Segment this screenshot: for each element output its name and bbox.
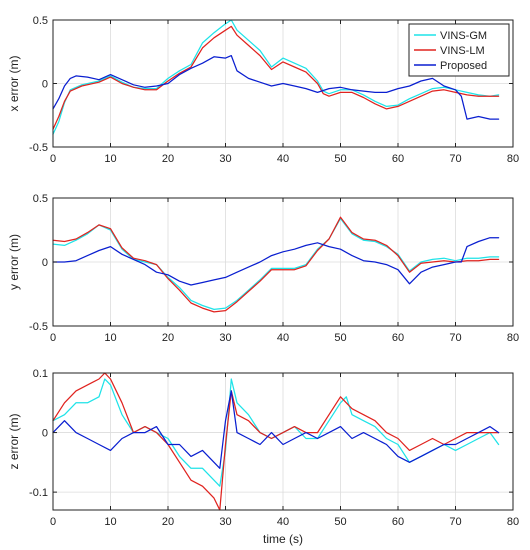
x-tick-label: 60 (392, 516, 404, 528)
series-line-proposed (52, 237, 500, 286)
y-tick-label: 0.5 (33, 193, 48, 205)
y-tick-label: 0.5 (33, 15, 48, 27)
x-tick-label: 70 (449, 332, 461, 344)
y-tick-label: 0 (42, 79, 48, 91)
legend: VINS-GM VINS-LM Proposed (408, 23, 510, 77)
legend-label-proposed: Proposed (440, 60, 487, 72)
y-tick-label: 0.1 (33, 368, 48, 380)
x-tick-label: 70 (449, 516, 461, 528)
panel-3: 0 10 20 30 40 50 60 70 80 -0.1 0 0.1 z error (m) time… (7, 368, 519, 546)
y-tick-label: -0.1 (29, 487, 48, 499)
y-tick-label: 0 (42, 428, 48, 440)
x-tick-label: 50 (334, 516, 346, 528)
series-line-vins-lm (52, 25, 500, 130)
x-tick-label: 20 (162, 516, 174, 528)
y-axis-label: x error (m) (7, 56, 21, 112)
x-tick-label: 30 (219, 153, 231, 165)
x-tick-label: 40 (277, 516, 289, 528)
legend-label-vins-lm: VINS-LM (440, 45, 485, 57)
x-tick-label: 10 (104, 516, 116, 528)
x-tick-label: 50 (334, 153, 346, 165)
y-tick-label: -0.5 (29, 321, 48, 333)
x-tick-label: 70 (449, 153, 461, 165)
series-line-proposed (52, 390, 500, 469)
x-tick-label: 60 (392, 153, 404, 165)
x-tick-label: 80 (507, 153, 519, 165)
panel-2: 0 10 20 30 40 50 60 70 80-0.500.5y error (m) (7, 193, 519, 344)
x-tick-label: 30 (219, 516, 231, 528)
y-axis-label: y error (m) (7, 234, 21, 290)
series-line-proposed (52, 54, 500, 120)
series-line-vins-gm (52, 19, 500, 135)
x-tick-label: 10 (104, 332, 116, 344)
y-tick-label: 0 (42, 257, 48, 269)
x-tick-label: 40 (277, 332, 289, 344)
x-tick-label: 80 (507, 332, 519, 344)
y-tick-label: -0.5 (29, 142, 48, 154)
x-tick-label: 50 (334, 332, 346, 344)
series-line-vins-lm (52, 216, 500, 313)
x-axis-label: time (s) (263, 532, 303, 546)
x-tick-label: 30 (219, 332, 231, 344)
x-tick-label: 10 (104, 153, 116, 165)
x-tick-label: 0 (50, 153, 56, 165)
x-tick-label: 20 (162, 153, 174, 165)
legend-label-vins-gm: VINS-GM (440, 30, 487, 42)
panel-1: 0 10 20 30 40 50 60 70 80-0.500.5x error (m)VINS… (7, 15, 519, 165)
x-tick-label: 0 (50, 332, 56, 344)
x-tick-label: 80 (507, 516, 519, 528)
series-line-vins-gm (52, 217, 500, 311)
x-tick-label: 40 (277, 153, 289, 165)
y-axis-label: z error (m) (7, 414, 21, 470)
x-tick-label: 60 (392, 332, 404, 344)
series-line-vins-lm (52, 372, 500, 511)
x-tick-label: 0 (50, 516, 56, 528)
x-tick-label: 20 (162, 332, 174, 344)
